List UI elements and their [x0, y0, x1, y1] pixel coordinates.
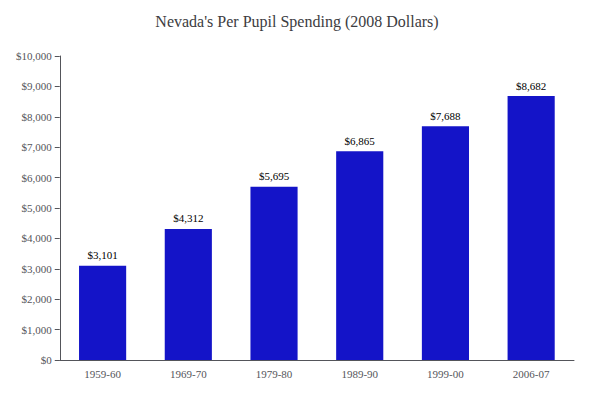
svg-text:$3,000: $3,000 [22, 263, 53, 275]
svg-text:$7,688: $7,688 [430, 110, 461, 122]
svg-text:$0: $0 [41, 354, 53, 366]
svg-text:1979-80: 1979-80 [256, 368, 293, 380]
svg-text:1989-90: 1989-90 [341, 368, 378, 380]
svg-text:$4,000: $4,000 [22, 232, 53, 244]
svg-text:$6,000: $6,000 [22, 172, 53, 184]
svg-text:$1,000: $1,000 [22, 324, 53, 336]
svg-text:$8,000: $8,000 [22, 111, 53, 123]
svg-text:$2,000: $2,000 [22, 293, 53, 305]
svg-text:$6,865: $6,865 [345, 135, 376, 147]
svg-text:$10,000: $10,000 [16, 50, 52, 62]
svg-text:2006-07: 2006-07 [513, 368, 550, 380]
svg-text:$8,682: $8,682 [516, 80, 546, 92]
svg-text:$9,000: $9,000 [22, 80, 53, 92]
svg-text:$7,000: $7,000 [22, 141, 53, 153]
svg-text:$5,695: $5,695 [259, 170, 290, 182]
svg-text:1969-70: 1969-70 [170, 368, 207, 380]
svg-text:1959-60: 1959-60 [84, 368, 121, 380]
svg-text:Nevada's Per Pupil Spending (2: Nevada's Per Pupil Spending (2008 Dollar… [155, 13, 438, 31]
svg-text:$3,101: $3,101 [87, 249, 117, 261]
svg-text:$4,312: $4,312 [173, 212, 203, 224]
svg-text:1999-00: 1999-00 [427, 368, 464, 380]
svg-text:$5,000: $5,000 [22, 202, 53, 214]
